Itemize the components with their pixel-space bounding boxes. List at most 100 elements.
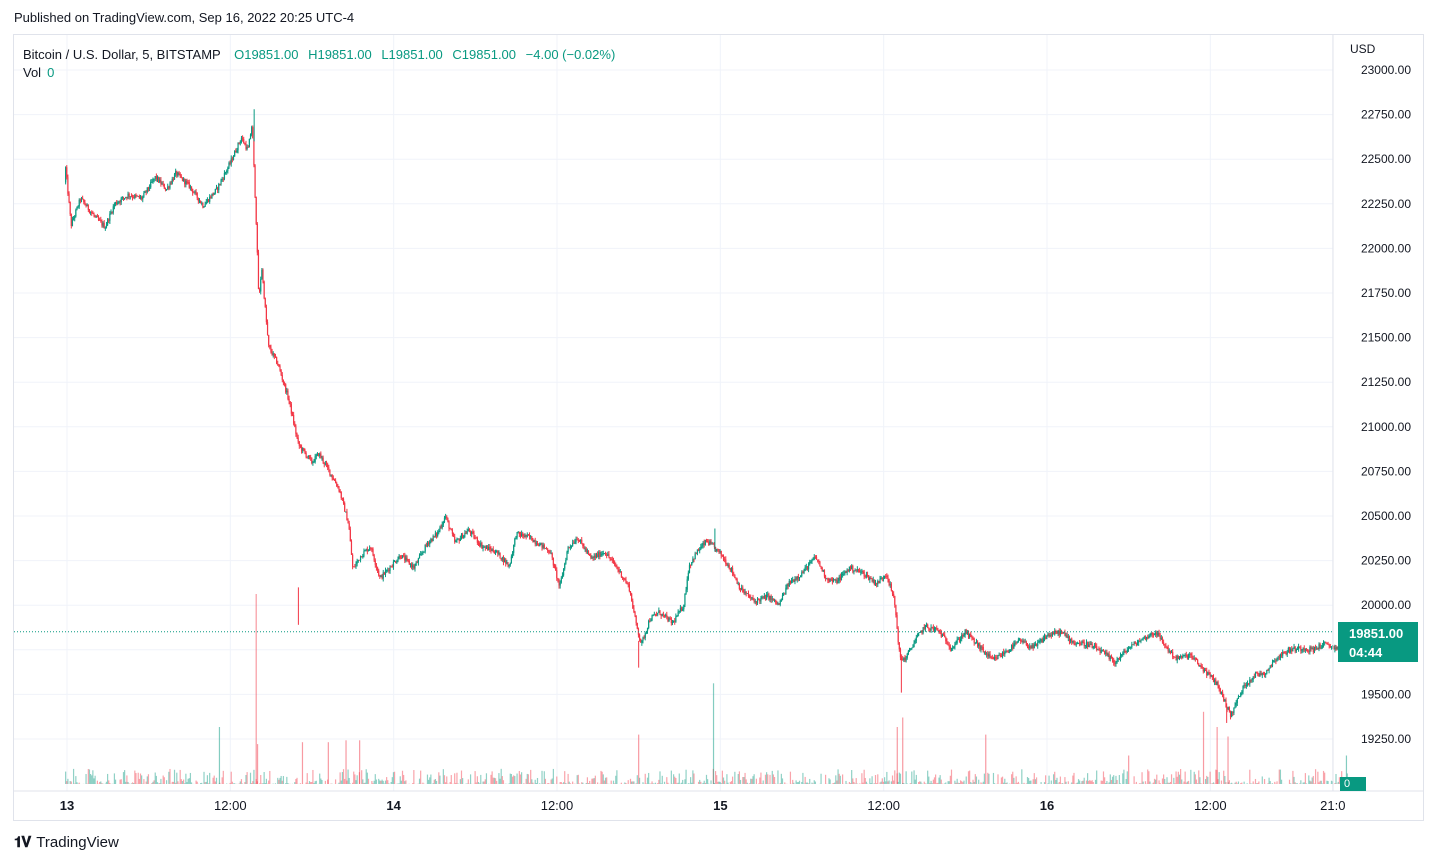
volume-bar (446, 776, 448, 784)
volume-bar (1169, 781, 1172, 784)
volume-bar (1170, 774, 1173, 784)
candle-body (177, 173, 179, 176)
volume-bar (1305, 783, 1308, 784)
candle-body (207, 199, 210, 202)
volume-label[interactable]: Vol (23, 65, 42, 80)
volume-bar (172, 781, 174, 784)
candle-body (857, 569, 860, 571)
volume-bar (519, 774, 522, 784)
candle-body (877, 580, 879, 585)
candle-body (1295, 649, 1297, 652)
candle-body (947, 644, 949, 646)
candle-body (919, 632, 921, 633)
volume-bar (485, 773, 488, 784)
candle-body (1277, 657, 1279, 659)
volume-bar (700, 781, 702, 784)
candle-body (472, 531, 474, 533)
candle-body (658, 610, 660, 613)
candle-body (218, 183, 220, 191)
volume-bar (1318, 782, 1320, 784)
candle-body (465, 533, 467, 534)
candle-body (494, 552, 497, 554)
volume-bar (855, 778, 857, 784)
volume-bar (1186, 781, 1189, 784)
candle-body (956, 639, 958, 643)
candle-body (923, 627, 925, 629)
candle-body (506, 562, 508, 564)
symbol-title[interactable]: Bitcoin / U.S. Dollar, 5, BITSTAMP (23, 47, 221, 62)
volume-bar (927, 770, 929, 784)
candle-body (249, 134, 252, 140)
volume-bar (839, 775, 841, 784)
volume-bar (1163, 774, 1165, 784)
candle-body (509, 563, 511, 566)
volume-bar (702, 782, 704, 784)
candle-body (632, 601, 634, 609)
volume-bar (795, 780, 797, 784)
price-tick-label: 21000.00 (1361, 420, 1411, 434)
volume-bar (476, 776, 478, 784)
volume-bar (547, 783, 549, 784)
volume-bar (294, 782, 296, 784)
candle-body (569, 546, 571, 548)
candle-body (794, 578, 796, 582)
candle-body (855, 570, 857, 572)
candle-body (668, 618, 670, 622)
volume-bar (281, 780, 283, 784)
volume-bar (365, 769, 367, 784)
candle-body (936, 628, 938, 630)
volume-bar (177, 781, 179, 784)
candle-body (839, 576, 841, 581)
candle-body (111, 212, 113, 213)
volume-bar (305, 782, 307, 784)
volume-bar (1000, 777, 1003, 784)
candle-body (1291, 649, 1293, 652)
candle-body (447, 518, 449, 522)
volume-spike (985, 734, 987, 784)
volume-bar (378, 778, 380, 784)
candle-body (1193, 658, 1195, 660)
candle-body (405, 557, 407, 561)
volume-bar (508, 783, 510, 784)
candle-body (196, 192, 198, 198)
candle-body (82, 197, 84, 200)
candle-body (513, 544, 515, 553)
candle-body (1214, 679, 1216, 683)
candle-body (1286, 652, 1288, 655)
volume-bar (565, 783, 567, 784)
candle-body (1041, 639, 1043, 643)
candle-body (854, 570, 856, 572)
volume-bar (286, 776, 288, 784)
volume-bar (690, 777, 692, 784)
volume-bar (569, 783, 571, 784)
volume-bar (362, 779, 364, 784)
candle-body (1123, 650, 1125, 654)
candle-body (1183, 655, 1185, 656)
currency-label[interactable]: USD (1350, 42, 1376, 56)
candle-body (151, 181, 153, 183)
volume-bar (229, 782, 231, 784)
volume-bar (94, 775, 96, 784)
volume-bar (871, 776, 873, 784)
candle-body (913, 642, 915, 648)
candle-body (1016, 642, 1018, 644)
candle-body (279, 366, 281, 371)
volume-bar (1012, 771, 1014, 784)
volume-bar (1026, 776, 1029, 784)
candle-body (1250, 679, 1252, 681)
volume-bar (442, 769, 444, 784)
candle-body (1121, 654, 1123, 656)
candle-body (119, 201, 121, 203)
candle-body (1149, 635, 1151, 637)
volume-bar (249, 772, 252, 784)
candle-body (592, 557, 594, 559)
candle-body (1200, 665, 1202, 667)
candle-body (1000, 656, 1003, 657)
candle-body (515, 537, 517, 539)
candle-body (1117, 658, 1119, 660)
footer-brand[interactable]: 𝟏𝐕 TradingView (14, 834, 119, 851)
candle-body (223, 172, 226, 180)
candle-body (881, 577, 883, 579)
candle-body (146, 187, 148, 193)
